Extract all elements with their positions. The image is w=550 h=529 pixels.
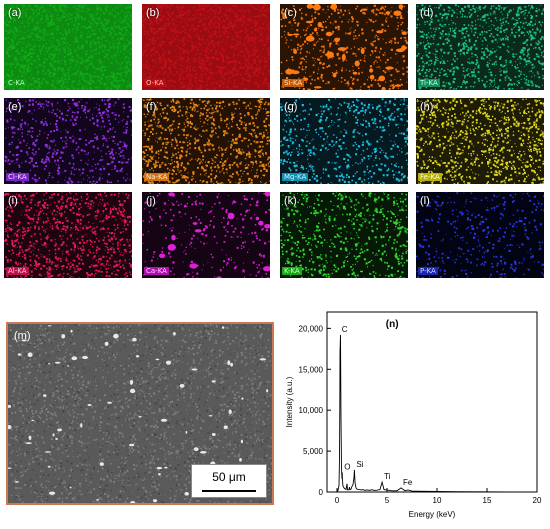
eds-map-tile: (f) Na-KA xyxy=(142,98,270,184)
spectrum-line xyxy=(336,334,538,493)
x-tick-label: 0 xyxy=(335,496,340,505)
eds-map-tile: (i) Al-KA xyxy=(4,192,132,278)
element-label: Cl-KA xyxy=(6,173,29,181)
eds-map-texture xyxy=(416,98,544,184)
element-label: Mg-KA xyxy=(282,173,309,181)
panel-label: (l) xyxy=(420,195,430,207)
eds-map-tile: (d) Ti-KA xyxy=(416,4,544,90)
eds-map-tile: (a) C-KA xyxy=(4,4,132,90)
scale-bar-box: 50 μm xyxy=(191,464,267,498)
eds-map-tile: (k) K-KA xyxy=(280,192,408,278)
panel-label: (f) xyxy=(146,101,157,113)
eds-map-tile: (e) Cl-KA xyxy=(4,98,132,184)
eds-map-texture xyxy=(142,98,270,184)
element-label: P-KA xyxy=(418,267,438,275)
eds-map-tile: (j) Ca-KA xyxy=(142,192,270,278)
panel-label: (c) xyxy=(284,7,297,19)
element-label: O-KA xyxy=(144,79,166,87)
eds-map-texture xyxy=(142,4,270,90)
element-label: Na-KA xyxy=(144,173,170,181)
x-axis-label: Energy (keV) xyxy=(409,510,456,519)
eds-map-tile: (c) Si-KA xyxy=(280,4,408,90)
scale-bar-line xyxy=(202,490,256,492)
eds-map-tile: (h) Fe-KA xyxy=(416,98,544,184)
eds-spectrum-chart: 0 5,000 10,000 15,000 20,000 0 5 10 15 20 C O Si Ti Fe… xyxy=(285,311,542,519)
element-label: Ti-KA xyxy=(418,79,440,87)
peak-label: C xyxy=(342,325,348,334)
eds-map-texture xyxy=(4,192,132,278)
scale-bar-label: 50 μm xyxy=(212,470,246,484)
panel-label: (g) xyxy=(284,101,298,113)
peak-label: Si xyxy=(356,460,363,469)
eds-map-tile: (l) P-KA xyxy=(416,192,544,278)
eds-map-texture xyxy=(416,192,544,278)
panel-label: (h) xyxy=(420,101,434,113)
element-label: Si-KA xyxy=(282,79,305,87)
y-tick-label: 10,000 xyxy=(299,406,324,415)
panel-label: (e) xyxy=(8,101,22,113)
y-tick-label: 5,000 xyxy=(303,447,324,456)
element-label: C-KA xyxy=(6,79,27,87)
panel-label-m: (m) xyxy=(14,330,31,342)
element-label: Ca-KA xyxy=(144,267,169,275)
x-tick-label: 15 xyxy=(483,496,492,505)
x-tick-label: 10 xyxy=(433,496,442,505)
panel-label: (k) xyxy=(284,195,297,207)
x-tick-label: 5 xyxy=(385,496,390,505)
eds-map-texture xyxy=(416,4,544,90)
eds-map-texture xyxy=(280,192,408,278)
panel-label: (b) xyxy=(146,7,160,19)
eds-map-texture xyxy=(4,4,132,90)
y-tick-label: 15,000 xyxy=(299,365,324,374)
eds-map-texture xyxy=(280,98,408,184)
y-axis-label: Intensity (a.u.) xyxy=(285,376,294,427)
eds-map-texture xyxy=(4,98,132,184)
y-tick-label: 0 xyxy=(319,488,324,497)
panel-label: (d) xyxy=(420,7,434,19)
panel-label: (j) xyxy=(146,195,156,207)
peak-label: Fe xyxy=(403,478,413,487)
peak-label: Ti xyxy=(384,472,391,481)
sem-micrograph: (m) 50 μm xyxy=(6,322,274,505)
eds-map-texture xyxy=(142,192,270,278)
panel-label-n: (n) xyxy=(386,319,399,330)
element-label: Al-KA xyxy=(6,267,29,275)
sem-texture xyxy=(8,324,272,503)
plot-frame xyxy=(326,311,538,493)
peak-label: O xyxy=(344,462,350,471)
panel-label: (i) xyxy=(8,195,18,207)
element-label: K-KA xyxy=(282,267,302,275)
y-tick-label: 20,000 xyxy=(299,324,324,333)
eds-map-texture xyxy=(280,4,408,90)
panel-label: (a) xyxy=(8,7,22,19)
element-label: Fe-KA xyxy=(418,173,442,181)
eds-map-tile: (g) Mg-KA xyxy=(280,98,408,184)
eds-map-tile: (b) O-KA xyxy=(142,4,270,90)
x-tick-label: 20 xyxy=(533,496,542,505)
